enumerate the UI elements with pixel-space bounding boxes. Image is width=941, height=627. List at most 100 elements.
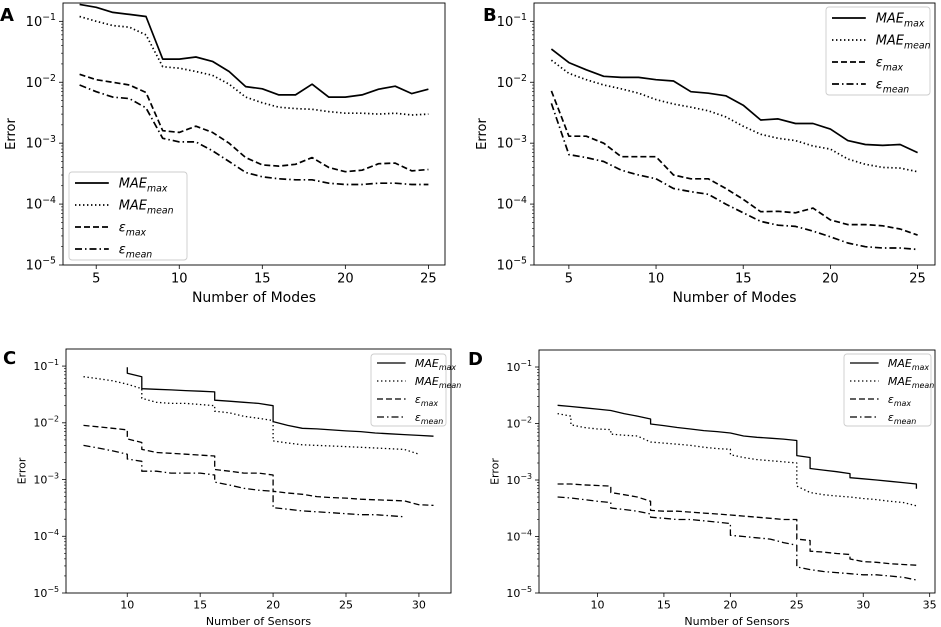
panel-label: C: [3, 348, 16, 369]
legend-entry: MAEmax: [415, 357, 457, 372]
panel-label: B: [483, 5, 497, 26]
legend-entry-subscript: max: [439, 363, 457, 372]
y-tick-exponent: −5: [42, 256, 56, 267]
x-axis-label: Number of Sensors: [206, 615, 311, 627]
legend-entry-subscript: mean: [126, 249, 153, 260]
y-tick-label: 10−5: [497, 256, 527, 274]
legend-entry-name: MAE: [876, 34, 905, 49]
y-tick-base: 10: [26, 259, 43, 274]
series-line-dotted: [83, 376, 420, 455]
plot-frame: [533, 2, 936, 266]
y-tick-label: 10−3: [26, 134, 56, 152]
y-tick-label: 10−1: [497, 12, 527, 30]
y-tick-exponent: −4: [42, 195, 56, 206]
y-tick-base: 10: [33, 587, 47, 600]
legend-entry: MAEmax: [888, 357, 930, 372]
legend-frame: [68, 171, 188, 261]
x-axis-label: Number of Modes: [672, 290, 796, 306]
y-tick-exponent: −4: [513, 195, 527, 206]
legend-entry-name: ε: [876, 56, 883, 71]
y-tick-base: 10: [506, 587, 520, 600]
legend-entry-name: MAE: [119, 177, 148, 192]
y-tick-exponent: −3: [42, 134, 56, 145]
y-tick-label: 10−3: [506, 472, 532, 487]
series-line-dashdot: [557, 496, 917, 581]
y-axis-label: Error: [475, 118, 490, 150]
y-axis-label: Error: [15, 457, 28, 484]
y-tick-base: 10: [26, 137, 43, 152]
y-tick-exponent: −5: [513, 256, 527, 267]
y-tick-label: 10−2: [26, 73, 56, 91]
legend-entry-subscript: mean: [147, 205, 174, 216]
x-tick-label: 25: [420, 272, 437, 287]
legend-entry-name: ε: [888, 411, 894, 424]
y-tick-exponent: −1: [513, 12, 527, 23]
y-tick-exponent: −5: [520, 585, 532, 594]
x-tick-label: 20: [266, 599, 280, 612]
y-tick-base: 10: [497, 76, 514, 91]
legend-entry-name: MAE: [415, 357, 439, 370]
panel-label: D: [468, 349, 483, 370]
y-tick-exponent: −1: [520, 359, 532, 368]
y-tick-label: 10−5: [506, 585, 532, 600]
series-line-dashed: [550, 90, 918, 236]
y-tick-exponent: −4: [520, 528, 532, 537]
legend-entry-subscript: mean: [912, 381, 934, 390]
x-tick-label: 5: [92, 272, 100, 287]
legend-entry: εmean: [415, 411, 443, 426]
y-tick-exponent: −1: [47, 358, 59, 367]
legend-entry-subscript: mean: [439, 381, 461, 390]
legend-frame: [370, 353, 447, 427]
legend-frame: [843, 353, 932, 427]
series-line-solid: [79, 3, 429, 98]
series-line-dashdot: [550, 103, 918, 251]
legend-entry-subscript: max: [126, 227, 147, 238]
series-line-dashed: [79, 73, 429, 173]
series-line-dashed: [557, 483, 917, 566]
legend-entry-subscript: mean: [894, 417, 916, 426]
legend-entry-name: MAE: [119, 199, 148, 214]
legend-entry-name: ε: [888, 393, 894, 406]
y-tick-label: 10−1: [506, 359, 532, 374]
series-line-dashed: [83, 424, 434, 507]
plot-frame: [538, 349, 936, 594]
legend-entry: MAEmean: [415, 375, 461, 390]
y-tick-base: 10: [506, 361, 520, 374]
series-line-dotted: [557, 412, 917, 507]
legend-entry-subscript: max: [912, 363, 930, 372]
legend-entry-name: ε: [119, 221, 126, 236]
y-tick-base: 10: [497, 137, 514, 152]
legend-entry: εmean: [888, 411, 916, 426]
legend-entry: MAEmean: [888, 375, 934, 390]
legend-entry-name: ε: [119, 243, 126, 258]
x-tick-label: 30: [412, 599, 426, 612]
y-tick-exponent: −2: [47, 415, 59, 424]
y-tick-exponent: −3: [513, 134, 527, 145]
y-tick-base: 10: [506, 474, 520, 487]
series-line-dotted: [79, 15, 429, 116]
y-tick-exponent: −1: [42, 12, 56, 23]
legend-entry-name: ε: [415, 393, 421, 406]
x-axis-label: Number of Sensors: [684, 615, 789, 627]
y-tick-label: 10−5: [33, 585, 59, 600]
series-line-solid: [550, 48, 918, 154]
y-axis-label: Error: [488, 458, 501, 485]
y-tick-base: 10: [26, 198, 43, 213]
legend-entry-subscript: max: [147, 183, 168, 194]
x-axis-label: Number of Modes: [192, 290, 316, 306]
y-tick-base: 10: [33, 473, 47, 486]
legend-frame: [825, 6, 931, 96]
legend-entry-subscript: max: [904, 18, 925, 29]
legend-entry-subscript: max: [421, 399, 439, 408]
legend-entry: εmax: [876, 56, 904, 74]
legend-entry-subscript: mean: [421, 417, 443, 426]
x-tick-label: 20: [822, 272, 839, 287]
y-tick-exponent: −3: [47, 471, 59, 480]
x-tick-label: 15: [254, 272, 271, 287]
y-tick-label: 10−3: [33, 471, 59, 486]
x-tick-label: 20: [723, 599, 737, 612]
